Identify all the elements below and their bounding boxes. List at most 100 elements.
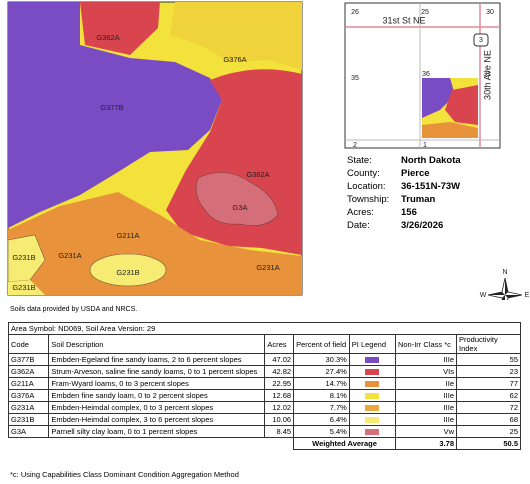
info-row: State: North Dakota xyxy=(347,154,461,167)
info-row: County: Pierce xyxy=(347,167,461,180)
header-row: Code Soil Description Acres Percent of fiel… xyxy=(7,334,521,354)
source-note: Soils data provided by USDA and NRCS. xyxy=(10,306,138,313)
class: IIIe xyxy=(394,353,458,366)
zone xyxy=(8,2,222,228)
legend-cell xyxy=(348,365,396,378)
percent: 8.1% xyxy=(293,389,350,402)
legend-swatch xyxy=(365,405,380,412)
compass: N W E S xyxy=(480,269,530,300)
road-label: 30th Ave NE xyxy=(482,50,492,100)
column-header: Code xyxy=(7,334,50,354)
column-header: Non-Irr Class *c xyxy=(394,334,458,354)
zone xyxy=(89,253,167,287)
acres: 12.68 xyxy=(264,389,295,402)
compass-label: W xyxy=(480,292,487,299)
info-key: Acres: xyxy=(347,207,374,218)
section-number: 1 xyxy=(423,142,427,149)
acres: 8.45 xyxy=(264,425,295,438)
route-shield xyxy=(473,33,489,47)
percent: 30.3% xyxy=(293,353,350,366)
footnote: *c: Using Capabilities Class Dominant Co… xyxy=(10,470,239,479)
percent: 14.7% xyxy=(293,377,350,390)
map-label: G211A xyxy=(117,231,140,240)
weighted-row: Weighted Average 3.78 50.5 xyxy=(9,437,521,450)
section-number: 31 xyxy=(483,71,491,78)
blank xyxy=(9,438,294,450)
legend-cell xyxy=(348,425,396,438)
description: Embden-Heimdal complex, 3 to 6 percent s… xyxy=(48,413,266,426)
code: G3A xyxy=(7,425,50,438)
zone xyxy=(195,172,279,226)
soil-map: G362A G376A G377B G362A G3A G211A G231A … xyxy=(7,1,303,296)
productivity: 25 xyxy=(456,425,521,438)
description: Embden-Egeland fine sandy loams, 2 to 6 … xyxy=(48,353,266,366)
code: G211A xyxy=(7,377,50,390)
info-key: County: xyxy=(347,168,380,179)
class: IIe xyxy=(394,377,458,390)
info-value: 3/26/2026 xyxy=(401,220,444,231)
soil-row: G211A Fram-Wyard loams, 0 to 3 percent sl… xyxy=(7,377,521,390)
soil-row: G362A Strum-Arveson, saline fine sandy lo… xyxy=(7,365,521,378)
zone xyxy=(7,234,46,283)
info-key: Date: xyxy=(347,220,370,231)
legend-cell xyxy=(348,389,396,402)
info-key: Township: xyxy=(347,194,390,205)
soil-row: G231A Embden-Heimdal complex, 0 to 3 perc… xyxy=(7,401,521,414)
section-number: 25 xyxy=(421,9,429,16)
code: G362A xyxy=(7,365,50,378)
info-row: Date: 3/26/2026 xyxy=(347,219,461,232)
percent: 7.7% xyxy=(293,401,350,414)
acres: 12.02 xyxy=(264,401,295,414)
legend-cell xyxy=(348,413,396,426)
map-label: G231A xyxy=(58,251,81,260)
road-label: 31st St NE xyxy=(382,15,425,25)
code: G231B xyxy=(7,413,50,426)
map-label: G3A xyxy=(232,203,247,212)
map-label: G362A xyxy=(96,33,119,42)
field-info: State: North Dakota County: Pierce Location:… xyxy=(347,154,461,232)
map-graphics: G362A G376A G377B G362A G3A G211A G231A … xyxy=(7,1,530,300)
section-number: 30 xyxy=(486,9,494,16)
productivity: 72 xyxy=(456,401,521,414)
info-key: State: xyxy=(347,155,372,166)
class: Vw xyxy=(394,425,458,438)
productivity: 68 xyxy=(456,413,521,426)
productivity: 77 xyxy=(456,377,521,390)
info-row: Acres: 156 xyxy=(347,206,461,219)
soil-row: G3A Parnell silty clay loam, 0 to 1 perce… xyxy=(7,425,521,438)
description: Fram-Wyard loams, 0 to 3 percent slopes xyxy=(48,377,266,390)
percent: 5.4% xyxy=(293,425,350,438)
legend-swatch xyxy=(365,429,380,436)
code: G376A xyxy=(7,389,50,402)
area-cell: Area Symbol: ND069, Soil Area Version: 2… xyxy=(8,322,521,335)
legend-swatch xyxy=(365,369,380,376)
section-number: 2 xyxy=(353,142,357,149)
section-number: 26 xyxy=(351,9,359,16)
class: IIIe xyxy=(394,413,458,426)
shield-label: 3 xyxy=(479,37,483,44)
legend-cell xyxy=(348,377,396,390)
info-row: Location: 36-151N-73W xyxy=(347,180,461,193)
soil-row: G377B Embden-Egeland fine sandy loams, 2 … xyxy=(7,353,521,366)
weighted-pi: 50.5 xyxy=(456,437,521,450)
acres: 47.02 xyxy=(264,353,295,366)
productivity: 62 xyxy=(456,389,521,402)
column-header: Acres xyxy=(264,334,295,354)
zone xyxy=(8,192,302,295)
weighted-label: Weighted Average xyxy=(293,437,396,450)
acres: 22.95 xyxy=(264,377,295,390)
acres: 10.06 xyxy=(264,413,295,426)
class: VIs xyxy=(394,365,458,378)
legend-swatch xyxy=(365,417,380,424)
locator-map: 31st St NE 30th Ave NE 3 26 25 30 35 36 … xyxy=(344,2,501,149)
map-label: G231B xyxy=(12,253,35,262)
info-value: 36-151N-73W xyxy=(401,181,461,192)
zone xyxy=(422,78,455,118)
map-label: G362A xyxy=(246,170,269,179)
column-header: Percent of field xyxy=(293,334,350,354)
weighted-class: 3.78 xyxy=(394,437,458,450)
acres: 42.82 xyxy=(264,365,295,378)
code: G377B xyxy=(7,353,50,366)
description: Embden fine sandy loam, 0 to 2 percent s… xyxy=(48,389,266,402)
